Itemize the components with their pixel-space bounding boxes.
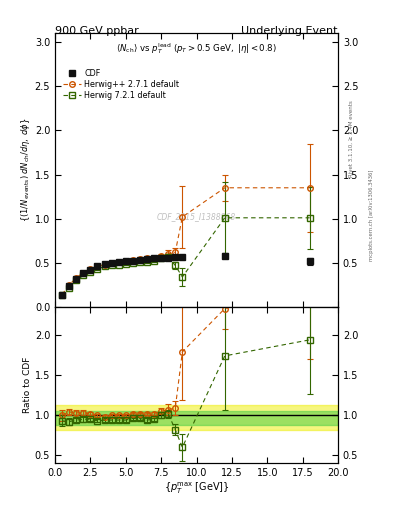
Bar: [55, 405, 338, 430]
Y-axis label: $\{(1/N_\mathrm{events})\;dN_\mathrm{ch}/d\eta,\;d\phi\}$: $\{(1/N_\mathrm{events})\;dN_\mathrm{ch}…: [19, 118, 32, 222]
Legend: CDF, Herwig++ 2.7.1 default, Herwig 7.2.1 default: CDF, Herwig++ 2.7.1 default, Herwig 7.2.…: [62, 68, 181, 102]
Text: CDF_2015_I1388868: CDF_2015_I1388868: [157, 212, 236, 221]
Text: Underlying Event: Underlying Event: [241, 26, 338, 36]
Text: $\langle N_\mathrm{ch}\rangle$ vs $p_T^\mathrm{lead}$$\;(p_T > 0.5\;\mathrm{GeV}: $\langle N_\mathrm{ch}\rangle$ vs $p_T^\…: [116, 41, 277, 56]
Text: mcplots.cern.ch [arXiv:1306.3436]: mcplots.cern.ch [arXiv:1306.3436]: [369, 169, 374, 261]
Y-axis label: Ratio to CDF: Ratio to CDF: [23, 357, 32, 413]
X-axis label: $\{p_T^\mathrm{max}\;[\mathrm{GeV}]\}$: $\{p_T^\mathrm{max}\;[\mathrm{GeV}]\}$: [164, 481, 229, 497]
Text: Rivet 3.1.10, ≥ 3.4M events: Rivet 3.1.10, ≥ 3.4M events: [349, 100, 354, 177]
Text: 900 GeV ppbar: 900 GeV ppbar: [55, 26, 139, 36]
Bar: [55, 411, 338, 425]
